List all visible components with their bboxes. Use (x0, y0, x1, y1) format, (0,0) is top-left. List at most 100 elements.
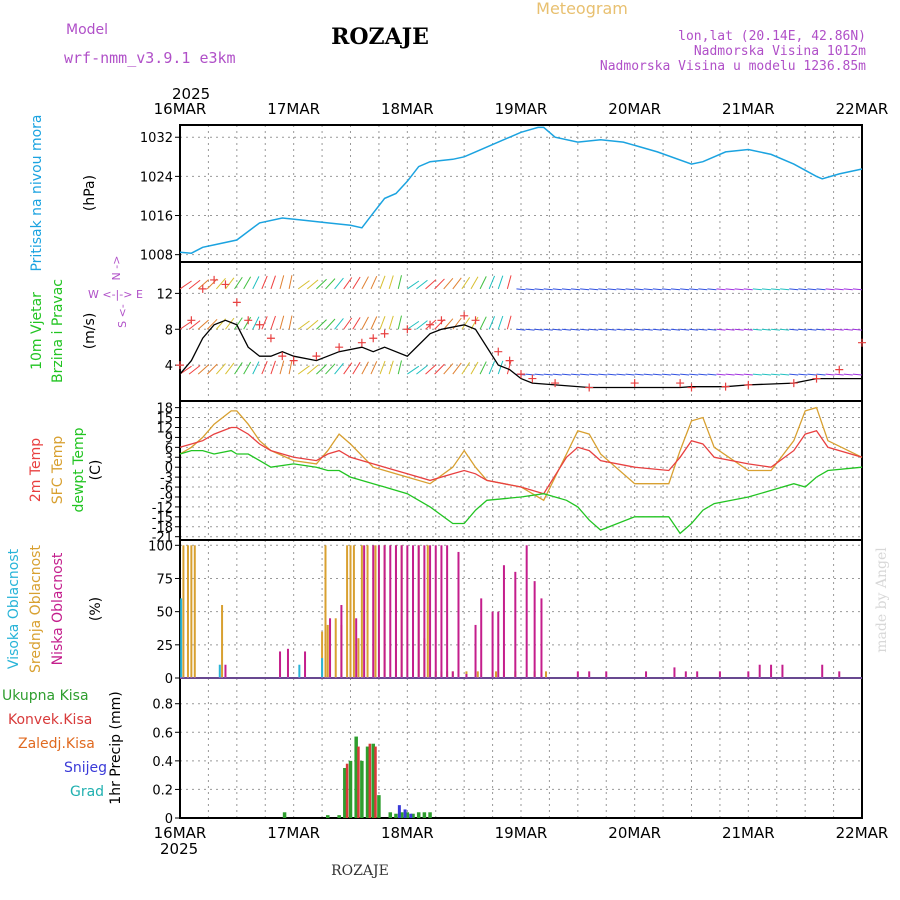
wind-barb (288, 315, 293, 330)
conv-precip-bar (345, 763, 349, 818)
wind-barb (525, 288, 535, 291)
wind-barb (506, 275, 512, 290)
wind-barb (516, 328, 526, 331)
wind-barb (443, 318, 454, 330)
wind-barb (461, 276, 471, 290)
low-cloud-bar (224, 664, 227, 678)
wind-barb (243, 316, 252, 330)
low-cloud-bar (525, 545, 528, 678)
wind-barb (225, 277, 235, 290)
wind-barb (616, 373, 626, 376)
total-precip-bar (405, 812, 410, 818)
compass-w: W <-|-> E (88, 288, 143, 301)
wind-barb (334, 362, 344, 375)
low-cloud-bar (457, 551, 460, 678)
low-cloud-bar (340, 605, 343, 678)
model-name: wrf-nmm_v3.9.1 e3km (64, 49, 236, 67)
high-cloud-title: Visoka Oblacnost (6, 548, 22, 669)
wind-ylabel: (m/s) (82, 313, 98, 350)
model-label: Model (66, 22, 108, 38)
wind-barb (816, 328, 826, 331)
wind-barb (425, 364, 437, 375)
mid-cloud-bar (182, 545, 185, 678)
wind-barb (206, 318, 218, 330)
wind-barb (689, 288, 699, 291)
wind-gust-marker (403, 325, 412, 334)
wind-barb (361, 361, 369, 375)
wind-gust-marker (551, 379, 560, 388)
wind-barb (580, 373, 590, 376)
wind-barb (416, 279, 428, 290)
low-cloud-bar (377, 545, 380, 678)
wind-barb (570, 373, 581, 376)
y-tick-label: 0.8 (152, 698, 173, 713)
clouds-ylabel: (%) (88, 597, 104, 621)
low-cloud-bar (645, 671, 648, 678)
x-tick-label-top: 22MAR (836, 100, 889, 118)
mid-cloud-bar (321, 631, 324, 678)
wind-barb (270, 315, 276, 330)
x-tick-label-top: 17MAR (267, 100, 320, 118)
temp-2m-line (179, 426, 863, 495)
wind-barb (680, 373, 690, 376)
y-tick-label: 50 (156, 606, 173, 621)
y-tick-label: 0.6 (152, 726, 173, 741)
wind-barb (270, 275, 276, 290)
wind-barb (625, 288, 635, 291)
year-top: 2025 (172, 85, 210, 103)
wind-barb (852, 373, 862, 376)
low-cloud-bar (770, 664, 773, 678)
wind-barb (279, 315, 285, 330)
wind-barb (761, 373, 771, 376)
y-tick-label: 0 (165, 812, 173, 827)
wind-barb (761, 288, 771, 291)
wind-barb (361, 316, 369, 330)
wind-barb (780, 373, 790, 376)
precip-legend-item: Ukupna Kisa (2, 688, 89, 704)
wind-barb (206, 278, 218, 290)
low-cloud-bar (400, 545, 403, 678)
wind-barb (479, 276, 487, 290)
mid-cloud-bar (324, 545, 327, 678)
wind-barb (416, 320, 428, 330)
wind-gust-marker (676, 379, 685, 388)
wind-barb (306, 319, 319, 330)
wind-barb (598, 288, 608, 291)
wind-gust-marker (335, 343, 344, 352)
wind-gust-marker (517, 370, 525, 379)
pressure-line (179, 126, 863, 254)
wind-barb (443, 278, 454, 290)
y-tick-label: 1024 (140, 170, 173, 185)
mid-cloud-bar (346, 545, 349, 678)
wind-barb (807, 373, 817, 376)
wind-barb (343, 277, 353, 290)
temp-title: 2m Temp (28, 438, 44, 502)
pressure-title: Pritisak na nivou mora (29, 114, 45, 271)
wind-barb (661, 288, 671, 291)
low-cloud-bar (417, 545, 420, 678)
wind-barb (589, 328, 599, 331)
wind-barb (561, 373, 571, 376)
low-cloud-bar (533, 581, 536, 678)
y-tick-label: -6 (160, 481, 173, 496)
wind-barb (370, 316, 378, 330)
low-cloud-bar (514, 571, 517, 678)
y-tick-label: -15 (152, 511, 173, 526)
wind-barb (652, 288, 662, 291)
low-cloud-bar (673, 667, 676, 678)
wind-barb (416, 365, 428, 375)
total-precip-bar (394, 813, 398, 818)
wind-barb (470, 276, 479, 290)
wind-barb (607, 328, 617, 331)
wind-barb (680, 328, 690, 331)
wind-barb (234, 276, 243, 290)
wind-barb (734, 288, 744, 291)
wind-barb (243, 276, 252, 290)
wind-barb (698, 373, 708, 376)
wind-barb (752, 328, 762, 331)
low-cloud-bar (781, 664, 784, 678)
wind-barb (625, 373, 635, 376)
wind-barb (434, 278, 445, 290)
y-tick-label: 4 (165, 359, 173, 374)
wind-barb (352, 276, 361, 290)
